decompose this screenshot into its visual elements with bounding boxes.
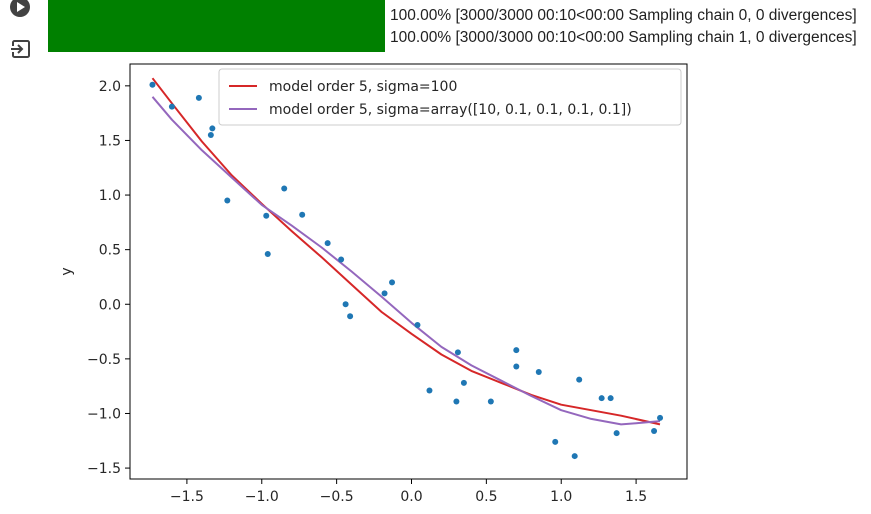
data-point xyxy=(513,363,520,370)
data-point xyxy=(224,197,231,204)
model-lines xyxy=(151,77,661,426)
data-point xyxy=(195,94,202,101)
cell-gutter xyxy=(0,0,44,514)
sampling-log-line-2: 100.00% [3000/3000 00:10<00:00 Sampling … xyxy=(390,29,857,46)
data-point xyxy=(454,349,461,356)
data-point xyxy=(264,251,271,258)
data-point xyxy=(460,379,467,386)
sampling-log-line-1: 100.00% [3000/3000 00:10<00:00 Sampling … xyxy=(390,7,857,24)
data-point xyxy=(149,81,156,88)
progress-bar xyxy=(48,0,385,52)
data-point xyxy=(263,212,270,219)
data-point xyxy=(324,240,331,247)
legend-label-sigma-100: model order 5, sigma=100 xyxy=(269,79,457,95)
data-point xyxy=(426,387,433,394)
data-point xyxy=(657,414,664,421)
data-point xyxy=(513,347,520,354)
x-tick-label: −1.0 xyxy=(245,489,279,505)
play-circle-icon[interactable] xyxy=(9,0,31,18)
y-axis-label: y xyxy=(59,267,75,275)
data-point xyxy=(613,430,620,437)
y-tick-label: 0.0 xyxy=(99,297,121,313)
data-point xyxy=(552,438,559,445)
data-point xyxy=(576,376,583,383)
y-tick-label: 1.5 xyxy=(99,133,121,149)
y-tick-label: 1.0 xyxy=(99,188,121,204)
data-point xyxy=(299,211,306,218)
x-tick-label: −0.5 xyxy=(320,489,354,505)
x-tick-label: 0.0 xyxy=(400,489,422,505)
y-tick-label: −0.5 xyxy=(87,352,121,368)
data-point xyxy=(281,185,288,192)
data-point xyxy=(598,395,605,402)
y-tick-label: −1.0 xyxy=(87,406,121,422)
y-tick-label: 0.5 xyxy=(99,243,121,259)
y-tick-label: 2.0 xyxy=(99,79,121,95)
data-point xyxy=(607,395,614,402)
data-point xyxy=(381,290,388,297)
data-point xyxy=(168,103,175,110)
x-tick-label: 0.5 xyxy=(475,489,497,505)
data-point xyxy=(651,427,658,434)
data-point xyxy=(342,301,349,308)
x-tick-label: 1.5 xyxy=(625,489,647,505)
data-point xyxy=(338,256,345,263)
data-point xyxy=(347,313,354,320)
series-line-0 xyxy=(151,77,661,426)
series-line-1 xyxy=(151,96,661,426)
legend-label-sigma-array: model order 5, sigma=array([10, 0.1, 0.1… xyxy=(269,102,632,118)
x-axis: −1.5 −1.0 −0.5 0.0 0.5 1.0 1.5 xyxy=(170,479,647,505)
y-axis: −1.5 −1.0 −0.5 0.0 0.5 1.0 1.5 2.0 xyxy=(87,79,130,477)
y-tick-label: −1.5 xyxy=(87,461,121,477)
data-points xyxy=(149,81,664,460)
regression-chart: −1.5 −1.0 −0.5 0.0 0.5 1.0 1.5 2.0 −1.5 −1.0 −0.5… xyxy=(59,63,688,505)
data-point xyxy=(535,368,542,375)
data-point xyxy=(389,279,396,286)
output-redirect-icon[interactable] xyxy=(10,38,32,60)
data-point xyxy=(207,131,214,138)
x-tick-label: 1.0 xyxy=(550,489,572,505)
data-point xyxy=(487,398,494,405)
legend-box xyxy=(218,68,682,126)
data-point xyxy=(453,398,460,405)
data-point xyxy=(571,453,578,460)
legend: model order 5, sigma=100 model order 5, … xyxy=(218,68,682,126)
x-tick-label: −1.5 xyxy=(170,489,204,505)
data-point xyxy=(209,125,216,132)
data-point xyxy=(414,322,421,329)
